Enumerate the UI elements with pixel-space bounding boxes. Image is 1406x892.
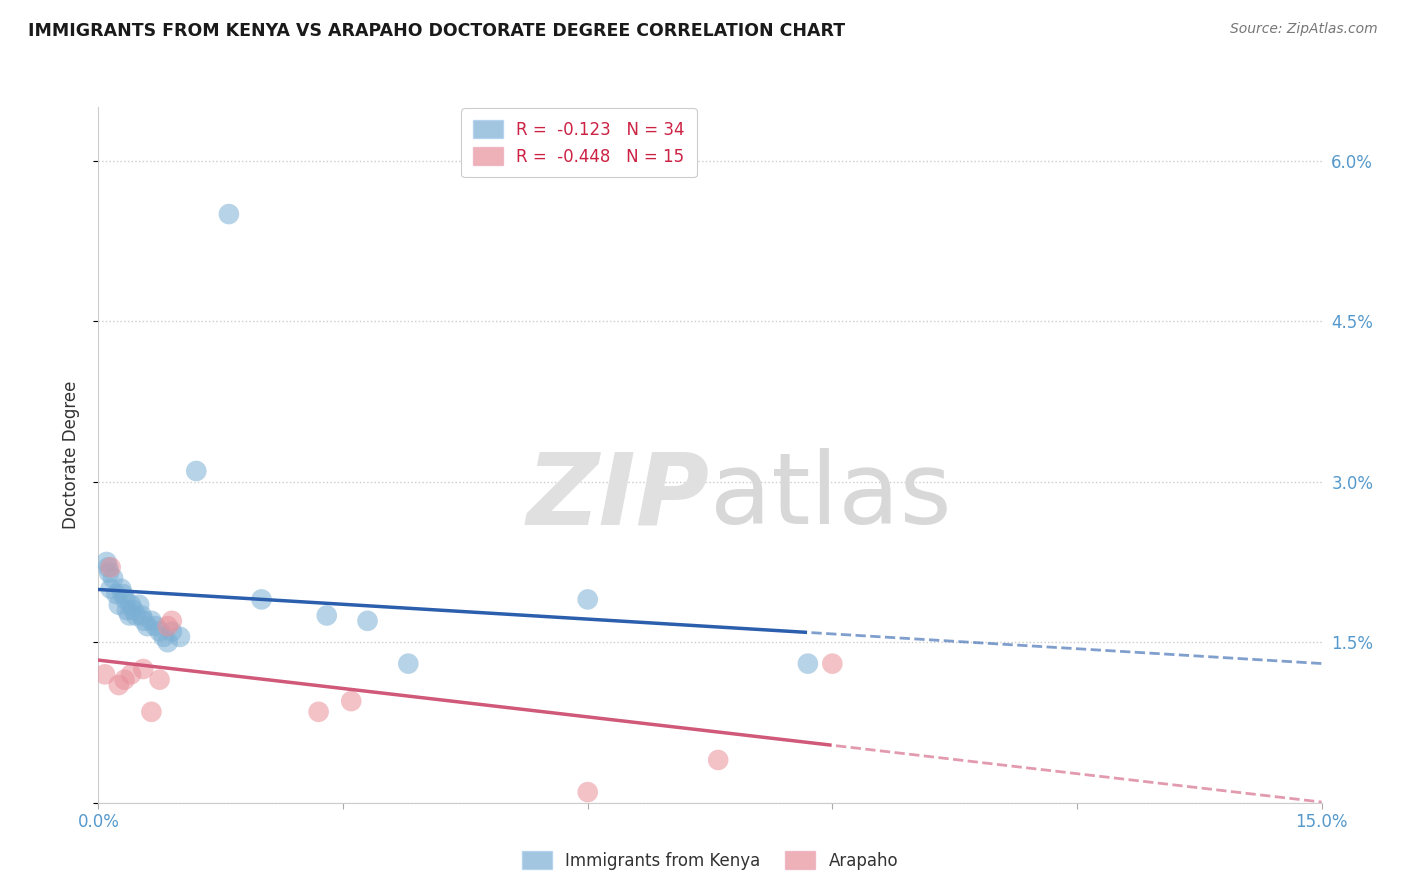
Point bbox=[141, 705, 163, 719]
Point bbox=[145, 619, 167, 633]
Text: ZIP: ZIP bbox=[527, 448, 710, 545]
Point bbox=[97, 560, 120, 574]
Point bbox=[160, 624, 183, 639]
Point bbox=[356, 614, 378, 628]
Text: IMMIGRANTS FROM KENYA VS ARAPAHO DOCTORATE DEGREE CORRELATION CHART: IMMIGRANTS FROM KENYA VS ARAPAHO DOCTORA… bbox=[28, 22, 845, 40]
Text: Source: ZipAtlas.com: Source: ZipAtlas.com bbox=[1230, 22, 1378, 37]
Point bbox=[100, 560, 122, 574]
Point bbox=[152, 630, 174, 644]
Point bbox=[118, 608, 141, 623]
Point bbox=[707, 753, 730, 767]
Point bbox=[340, 694, 363, 708]
Point bbox=[122, 603, 145, 617]
Point bbox=[308, 705, 330, 719]
Point bbox=[315, 608, 337, 623]
Point bbox=[111, 587, 134, 601]
Point bbox=[96, 555, 118, 569]
Point bbox=[797, 657, 820, 671]
Legend: Immigrants from Kenya, Arapaho: Immigrants from Kenya, Arapaho bbox=[513, 843, 907, 878]
Point bbox=[160, 614, 183, 628]
Point bbox=[149, 673, 172, 687]
Point bbox=[218, 207, 240, 221]
Point bbox=[120, 667, 142, 681]
Point bbox=[186, 464, 208, 478]
Point bbox=[132, 614, 155, 628]
Point bbox=[149, 624, 172, 639]
Text: atlas: atlas bbox=[710, 448, 952, 545]
Point bbox=[576, 592, 599, 607]
Point bbox=[250, 592, 273, 607]
Point bbox=[128, 598, 150, 612]
Point bbox=[108, 598, 131, 612]
Point bbox=[169, 630, 191, 644]
Point bbox=[156, 619, 179, 633]
Point bbox=[100, 582, 122, 596]
Point bbox=[101, 571, 124, 585]
Y-axis label: Doctorate Degree: Doctorate Degree bbox=[62, 381, 80, 529]
Point bbox=[105, 587, 128, 601]
Point bbox=[114, 592, 136, 607]
Point bbox=[125, 608, 148, 623]
Point bbox=[396, 657, 419, 671]
Point bbox=[576, 785, 599, 799]
Point bbox=[136, 619, 159, 633]
Point bbox=[115, 603, 138, 617]
Point bbox=[821, 657, 844, 671]
Point bbox=[94, 667, 117, 681]
Point bbox=[132, 662, 155, 676]
Point bbox=[141, 614, 163, 628]
Point bbox=[114, 673, 136, 687]
Point bbox=[110, 582, 132, 596]
Point bbox=[131, 608, 153, 623]
Point bbox=[98, 566, 121, 580]
Point bbox=[120, 598, 142, 612]
Point bbox=[108, 678, 131, 692]
Point bbox=[156, 635, 179, 649]
